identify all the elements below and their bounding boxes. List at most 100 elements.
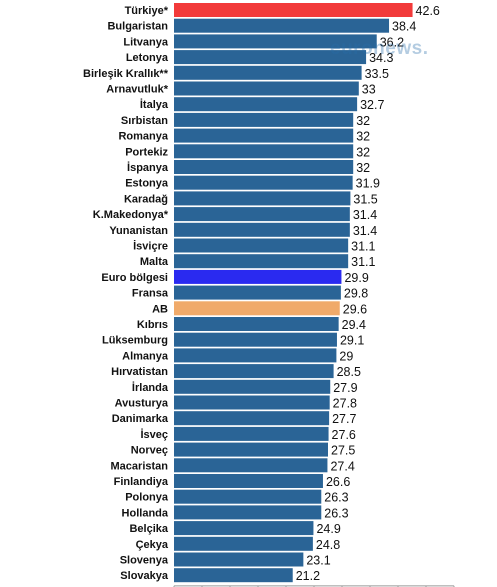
bar [174,65,362,80]
bar [174,222,350,237]
category-label: Lüksemburg [102,335,168,347]
category-label: Euro bölgesi [101,272,168,284]
category-label: Hollanda [122,507,169,519]
category-label: Polonya [125,492,169,504]
category-label: Slovenya [120,555,169,567]
category-label: İrlanda [132,381,169,394]
value-label: 24.8 [316,538,340,552]
bar [174,332,337,347]
value-label: 29.4 [342,318,366,332]
category-label: Belçika [129,523,168,535]
category-label: Slovakya [120,570,169,582]
bar [174,128,354,143]
value-label: 27.8 [333,397,357,411]
category-label: Karadağ [124,193,168,205]
value-label: 31.4 [353,224,377,238]
category-label: Litvanya [123,36,169,48]
category-label: Malta [140,256,169,268]
bar [174,442,328,457]
category-label: İspanya [127,161,169,174]
value-label: 29 [339,349,353,363]
category-label: Arnavutluk* [106,84,168,96]
euronews-watermark: euronews. [330,38,429,59]
value-label: 24.9 [316,522,340,536]
category-label: Romanya [118,131,168,143]
value-label: 27.5 [331,444,355,458]
bar [174,411,330,426]
value-label: 29.1 [340,334,364,348]
category-label: Yunanistan [109,225,168,237]
value-label: 31.9 [356,177,380,191]
value-label: 23.1 [306,554,330,568]
bar [174,301,340,316]
category-label: K.Makedonya* [93,209,169,221]
bar [174,552,304,567]
category-label: Hırvatistan [111,366,168,378]
value-label: 26.3 [324,506,348,520]
category-label: Avusturya [115,398,169,410]
category-label: Çekya [136,539,169,551]
value-label: 31.4 [353,208,377,222]
bar [174,144,354,159]
value-label: 42.6 [416,4,440,18]
bar [174,50,367,65]
value-label: 32 [356,130,370,144]
bar [174,160,354,174]
value-label: 27.6 [332,428,356,442]
category-label: Letonya [126,52,169,64]
category-label: Almanya [122,350,169,362]
category-label: Danimarka [112,413,169,425]
bar [174,317,339,331]
bars-group [174,3,413,583]
category-label: AB [152,303,168,315]
value-label: 32.7 [360,98,384,112]
value-label: 27.7 [332,412,356,426]
category-label: Sırbistan [121,115,168,127]
value-label: 31.1 [351,255,375,269]
value-label: 33.5 [365,67,389,81]
bar [174,207,350,222]
value-label: 34.3 [369,51,393,65]
category-label: Finlandiya [114,476,169,488]
value-label: 32 [356,145,370,159]
value-label: 26.6 [326,475,350,489]
bar [174,3,413,17]
bar [174,458,328,473]
category-label: Birleşik Krallık** [83,68,169,80]
bar [174,568,293,583]
bar [174,395,330,410]
bar [174,285,341,300]
category-labels-group: Türkiye* Bulgaristan Litvanya Letonya Birleş… [83,5,169,582]
value-label: 31.5 [353,192,377,206]
value-label: 38.4 [392,20,416,34]
bar [174,426,329,441]
bar [174,505,322,520]
bar [174,112,354,127]
category-label: Estonya [125,178,169,190]
bar [174,521,314,536]
category-label: Kıbrıs [137,319,168,331]
category-label: Türkiye* [125,5,169,17]
value-label: 29.9 [344,271,368,285]
value-label: 33 [362,83,376,97]
category-label: İtalya [140,98,169,111]
bar [174,364,334,379]
value-label: 21.2 [296,569,320,583]
value-label: 31.1 [351,240,375,254]
category-label: Portekiz [125,146,168,158]
bar [174,489,322,504]
bar [174,474,323,488]
value-label: 29.8 [344,287,368,301]
bar [174,175,353,190]
bar [174,254,349,269]
value-label: 28.5 [337,365,361,379]
value-labels-group: 42.638.436.234.333.53332.73232323231.931… [296,4,440,583]
value-label: 29.6 [343,302,367,316]
value-label: 26.3 [324,491,348,505]
category-label: Bulgaristan [107,21,168,33]
category-label: Macaristan [111,460,169,472]
value-label: 27.9 [333,381,357,395]
category-label: Norveç [131,445,168,457]
bar [174,81,359,96]
